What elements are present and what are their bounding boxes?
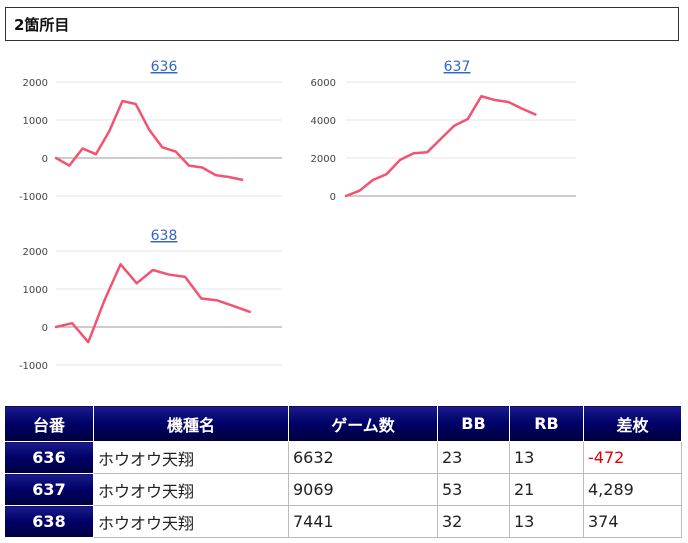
table-row: 638 ホウオウ天翔 7441 32 13 374 xyxy=(4,505,682,538)
header-diff: 差枚 xyxy=(583,405,682,442)
cell-model-name: ホウオウ天翔 xyxy=(93,441,289,474)
y-tick-label: 2000 xyxy=(311,154,336,165)
chart-638: 638 2000 1000 0 -1000 xyxy=(0,224,290,379)
y-tick-label: 0 xyxy=(42,154,48,165)
header-bb: BB xyxy=(437,405,510,442)
stray-mark xyxy=(316,360,340,366)
chart-title: 638 xyxy=(151,228,178,244)
y-tick-label: 1000 xyxy=(23,285,48,296)
cell-machine-no: 638 xyxy=(4,505,94,538)
section-header: 2箇所目 xyxy=(5,7,679,41)
chart-636: 636 2000 1000 0 -1000 xyxy=(0,55,290,210)
table-row: 636 ホウオウ天翔 6632 23 13 -472 xyxy=(4,441,682,474)
cell-rb: 13 xyxy=(509,441,584,474)
header-model-name: 機種名 xyxy=(93,405,289,442)
header-machine-no: 台番 xyxy=(4,405,94,442)
y-tick-label: -1000 xyxy=(19,361,48,372)
y-tick-label: 0 xyxy=(42,323,48,334)
chart-title-link[interactable]: 636 xyxy=(151,59,178,75)
y-tick-label: 2000 xyxy=(23,247,48,258)
cell-machine-no: 637 xyxy=(4,473,94,506)
chart-title: 637 xyxy=(444,59,471,75)
chart-637: 637 6000 4000 2000 0 xyxy=(290,55,585,210)
cell-bb: 32 xyxy=(437,505,510,538)
cell-machine-no: 636 xyxy=(4,441,94,474)
cell-diff: 374 xyxy=(583,505,682,538)
chart-title-link[interactable]: 637 xyxy=(444,59,471,75)
series-line xyxy=(54,263,251,344)
header-rb: RB xyxy=(509,405,584,442)
data-table: 台番 機種名 ゲーム数 BB RB 差枚 636 ホウオウ天翔 6632 23 … xyxy=(4,405,682,538)
series-line xyxy=(344,95,537,198)
cell-bb: 53 xyxy=(437,473,510,506)
chart-637-svg: 637 6000 4000 2000 0 xyxy=(311,59,576,203)
y-tick-label: 0 xyxy=(330,192,336,203)
series-line xyxy=(54,99,244,181)
y-tick-label: 6000 xyxy=(311,78,336,89)
cell-games: 7441 xyxy=(288,505,438,538)
table-row: 637 ホウオウ天翔 9069 53 21 4,289 xyxy=(4,473,682,506)
chart-638-svg: 638 2000 1000 0 -1000 xyxy=(19,228,282,372)
cell-games: 6632 xyxy=(288,441,438,474)
cell-games: 9069 xyxy=(288,473,438,506)
y-tick-label: 2000 xyxy=(23,78,48,89)
cell-model-name: ホウオウ天翔 xyxy=(93,505,289,538)
y-tick-label: -1000 xyxy=(19,192,48,203)
cell-model-name: ホウオウ天翔 xyxy=(93,473,289,506)
y-tick-label: 1000 xyxy=(23,116,48,127)
cell-rb: 13 xyxy=(509,505,584,538)
section-title: 2箇所目 xyxy=(14,15,70,34)
cell-diff: 4,289 xyxy=(583,473,682,506)
cell-rb: 21 xyxy=(509,473,584,506)
cell-diff: -472 xyxy=(583,441,682,474)
table-header-row: 台番 機種名 ゲーム数 BB RB 差枚 xyxy=(4,405,682,442)
y-tick-label: 4000 xyxy=(311,116,336,127)
chart-title: 636 xyxy=(151,59,178,75)
header-games: ゲーム数 xyxy=(288,405,438,442)
cell-bb: 23 xyxy=(437,441,510,474)
chart-636-svg: 636 2000 1000 0 -1000 xyxy=(19,59,282,203)
chart-title-link[interactable]: 638 xyxy=(151,228,178,244)
